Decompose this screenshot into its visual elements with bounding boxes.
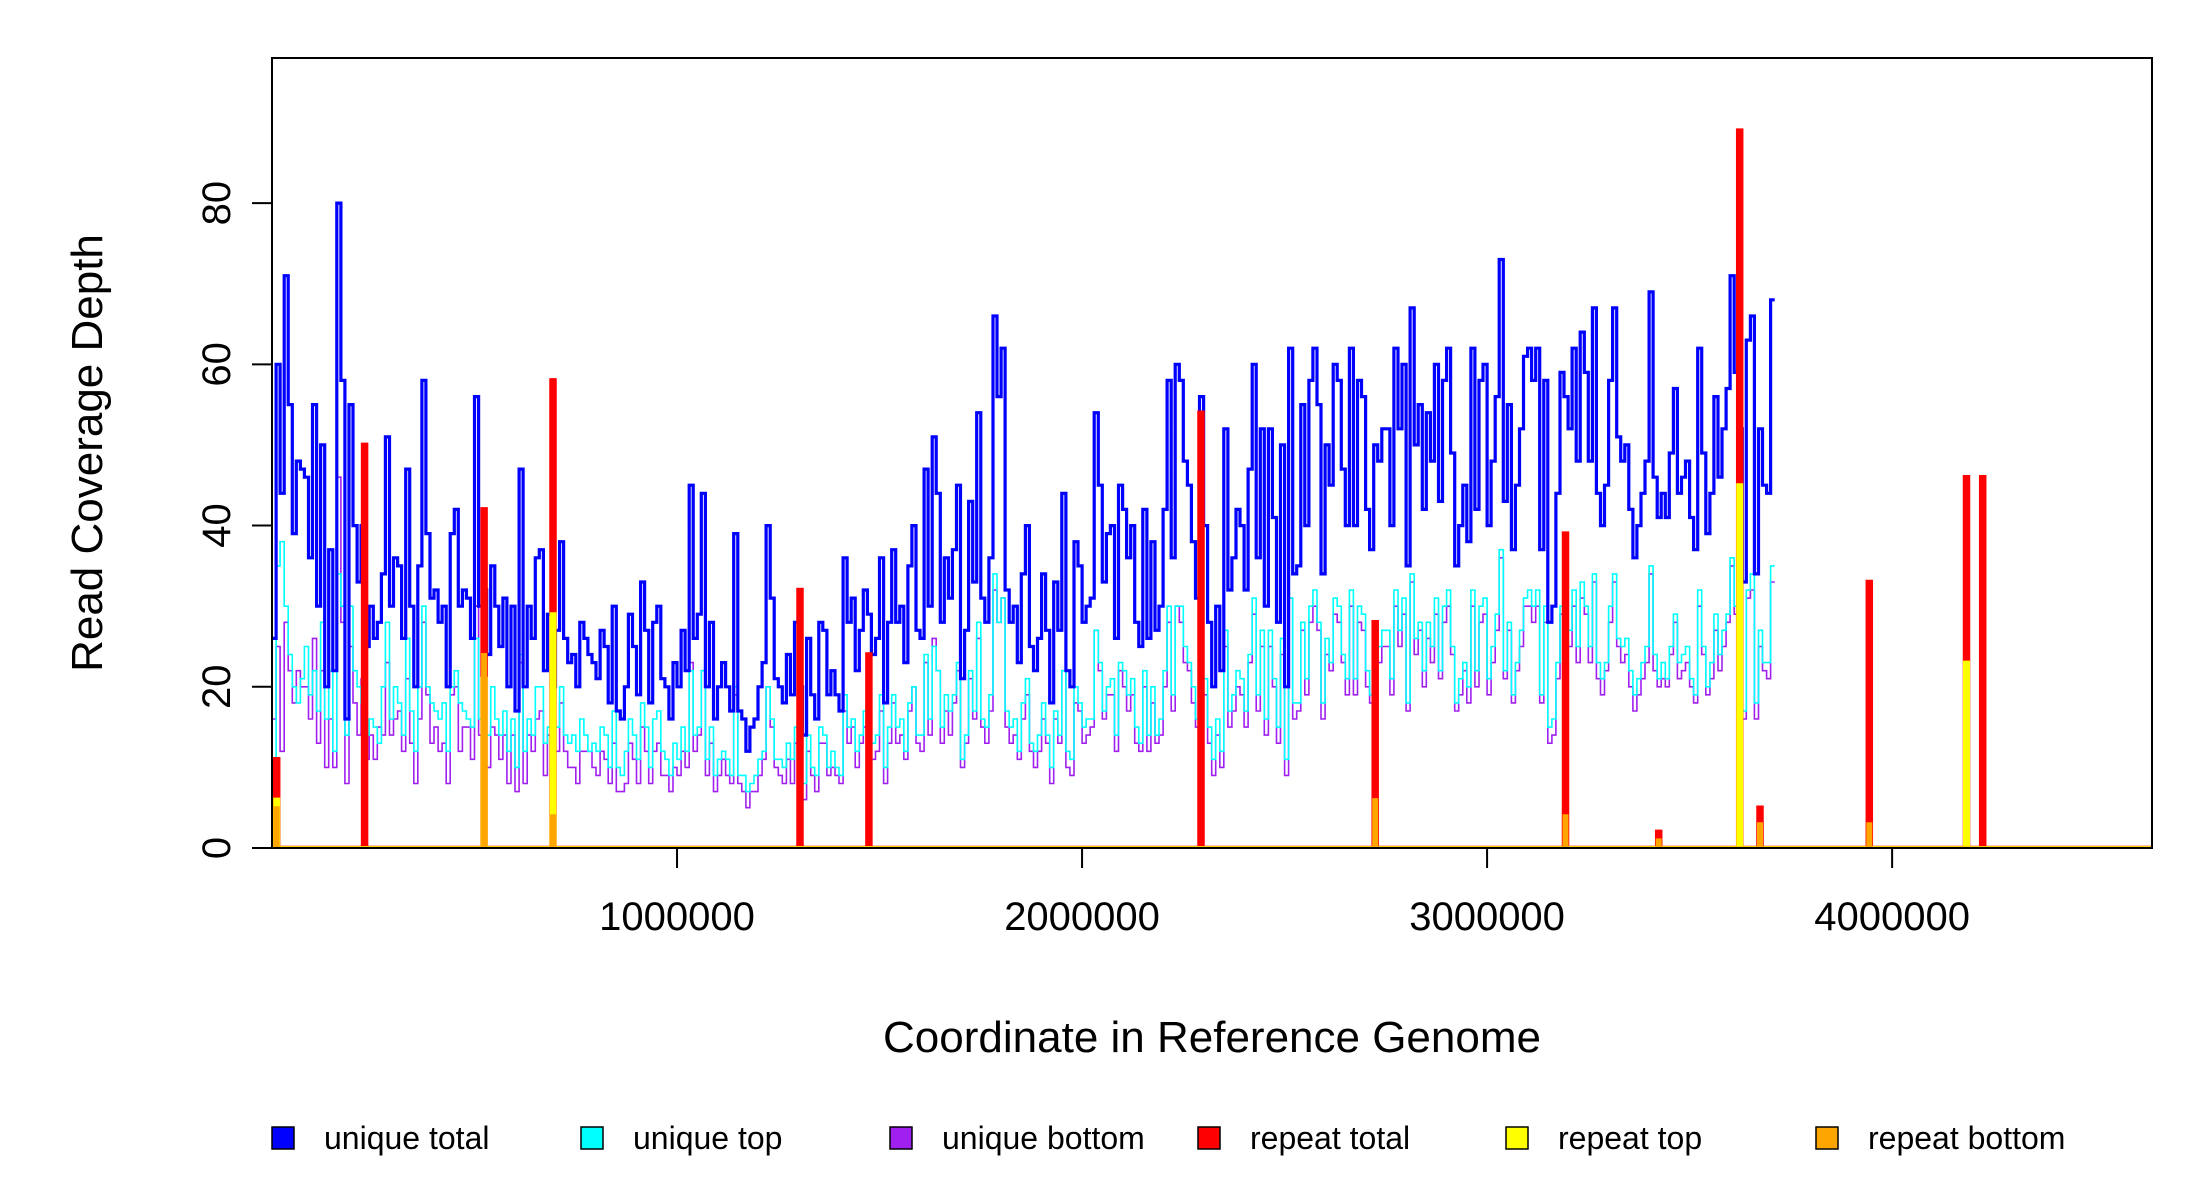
x-tick-label: 4000000 [1814, 895, 1970, 939]
series-repeat-total [272, 128, 2152, 848]
legend: unique total unique top unique bottom repea… [271, 1120, 2065, 1156]
x-tick-label: 3000000 [1409, 895, 1565, 939]
legend-swatch [889, 1126, 913, 1150]
legend-label: unique bottom [942, 1120, 1145, 1156]
legend-swatch [271, 1126, 295, 1150]
legend-swatch [1197, 1126, 1221, 1150]
x-tick-label: 1000000 [599, 895, 755, 939]
y-axis-title: Read Coverage Depth [63, 234, 112, 672]
series-layer [272, 128, 2152, 848]
legend-swatch [1505, 1126, 1529, 1150]
x-tick-label: 2000000 [1004, 895, 1160, 939]
series-repeat-bottom [272, 653, 2152, 848]
y-tick-label: 60 [195, 342, 239, 387]
series-unique-bottom [272, 476, 1775, 809]
x-axis: 1000000 2000000 3000000 4000000 [599, 848, 1970, 939]
legend-swatch [1815, 1126, 1839, 1150]
legend-label: unique total [324, 1120, 489, 1156]
y-tick-label: 40 [195, 503, 239, 548]
y-tick-label: 0 [195, 837, 239, 859]
legend-label: repeat bottom [1868, 1120, 2065, 1156]
y-axis: 0 20 40 60 80 [195, 181, 273, 859]
legend-label: unique top [633, 1120, 782, 1156]
x-axis-title: Coordinate in Reference Genome [883, 1013, 1541, 1062]
legend-label: repeat total [1250, 1120, 1410, 1156]
y-tick-label: 80 [195, 181, 239, 226]
legend-label: repeat top [1558, 1120, 1702, 1156]
y-tick-label: 20 [195, 665, 239, 710]
legend-swatch [580, 1126, 604, 1150]
series-unique-total [272, 201, 1775, 753]
